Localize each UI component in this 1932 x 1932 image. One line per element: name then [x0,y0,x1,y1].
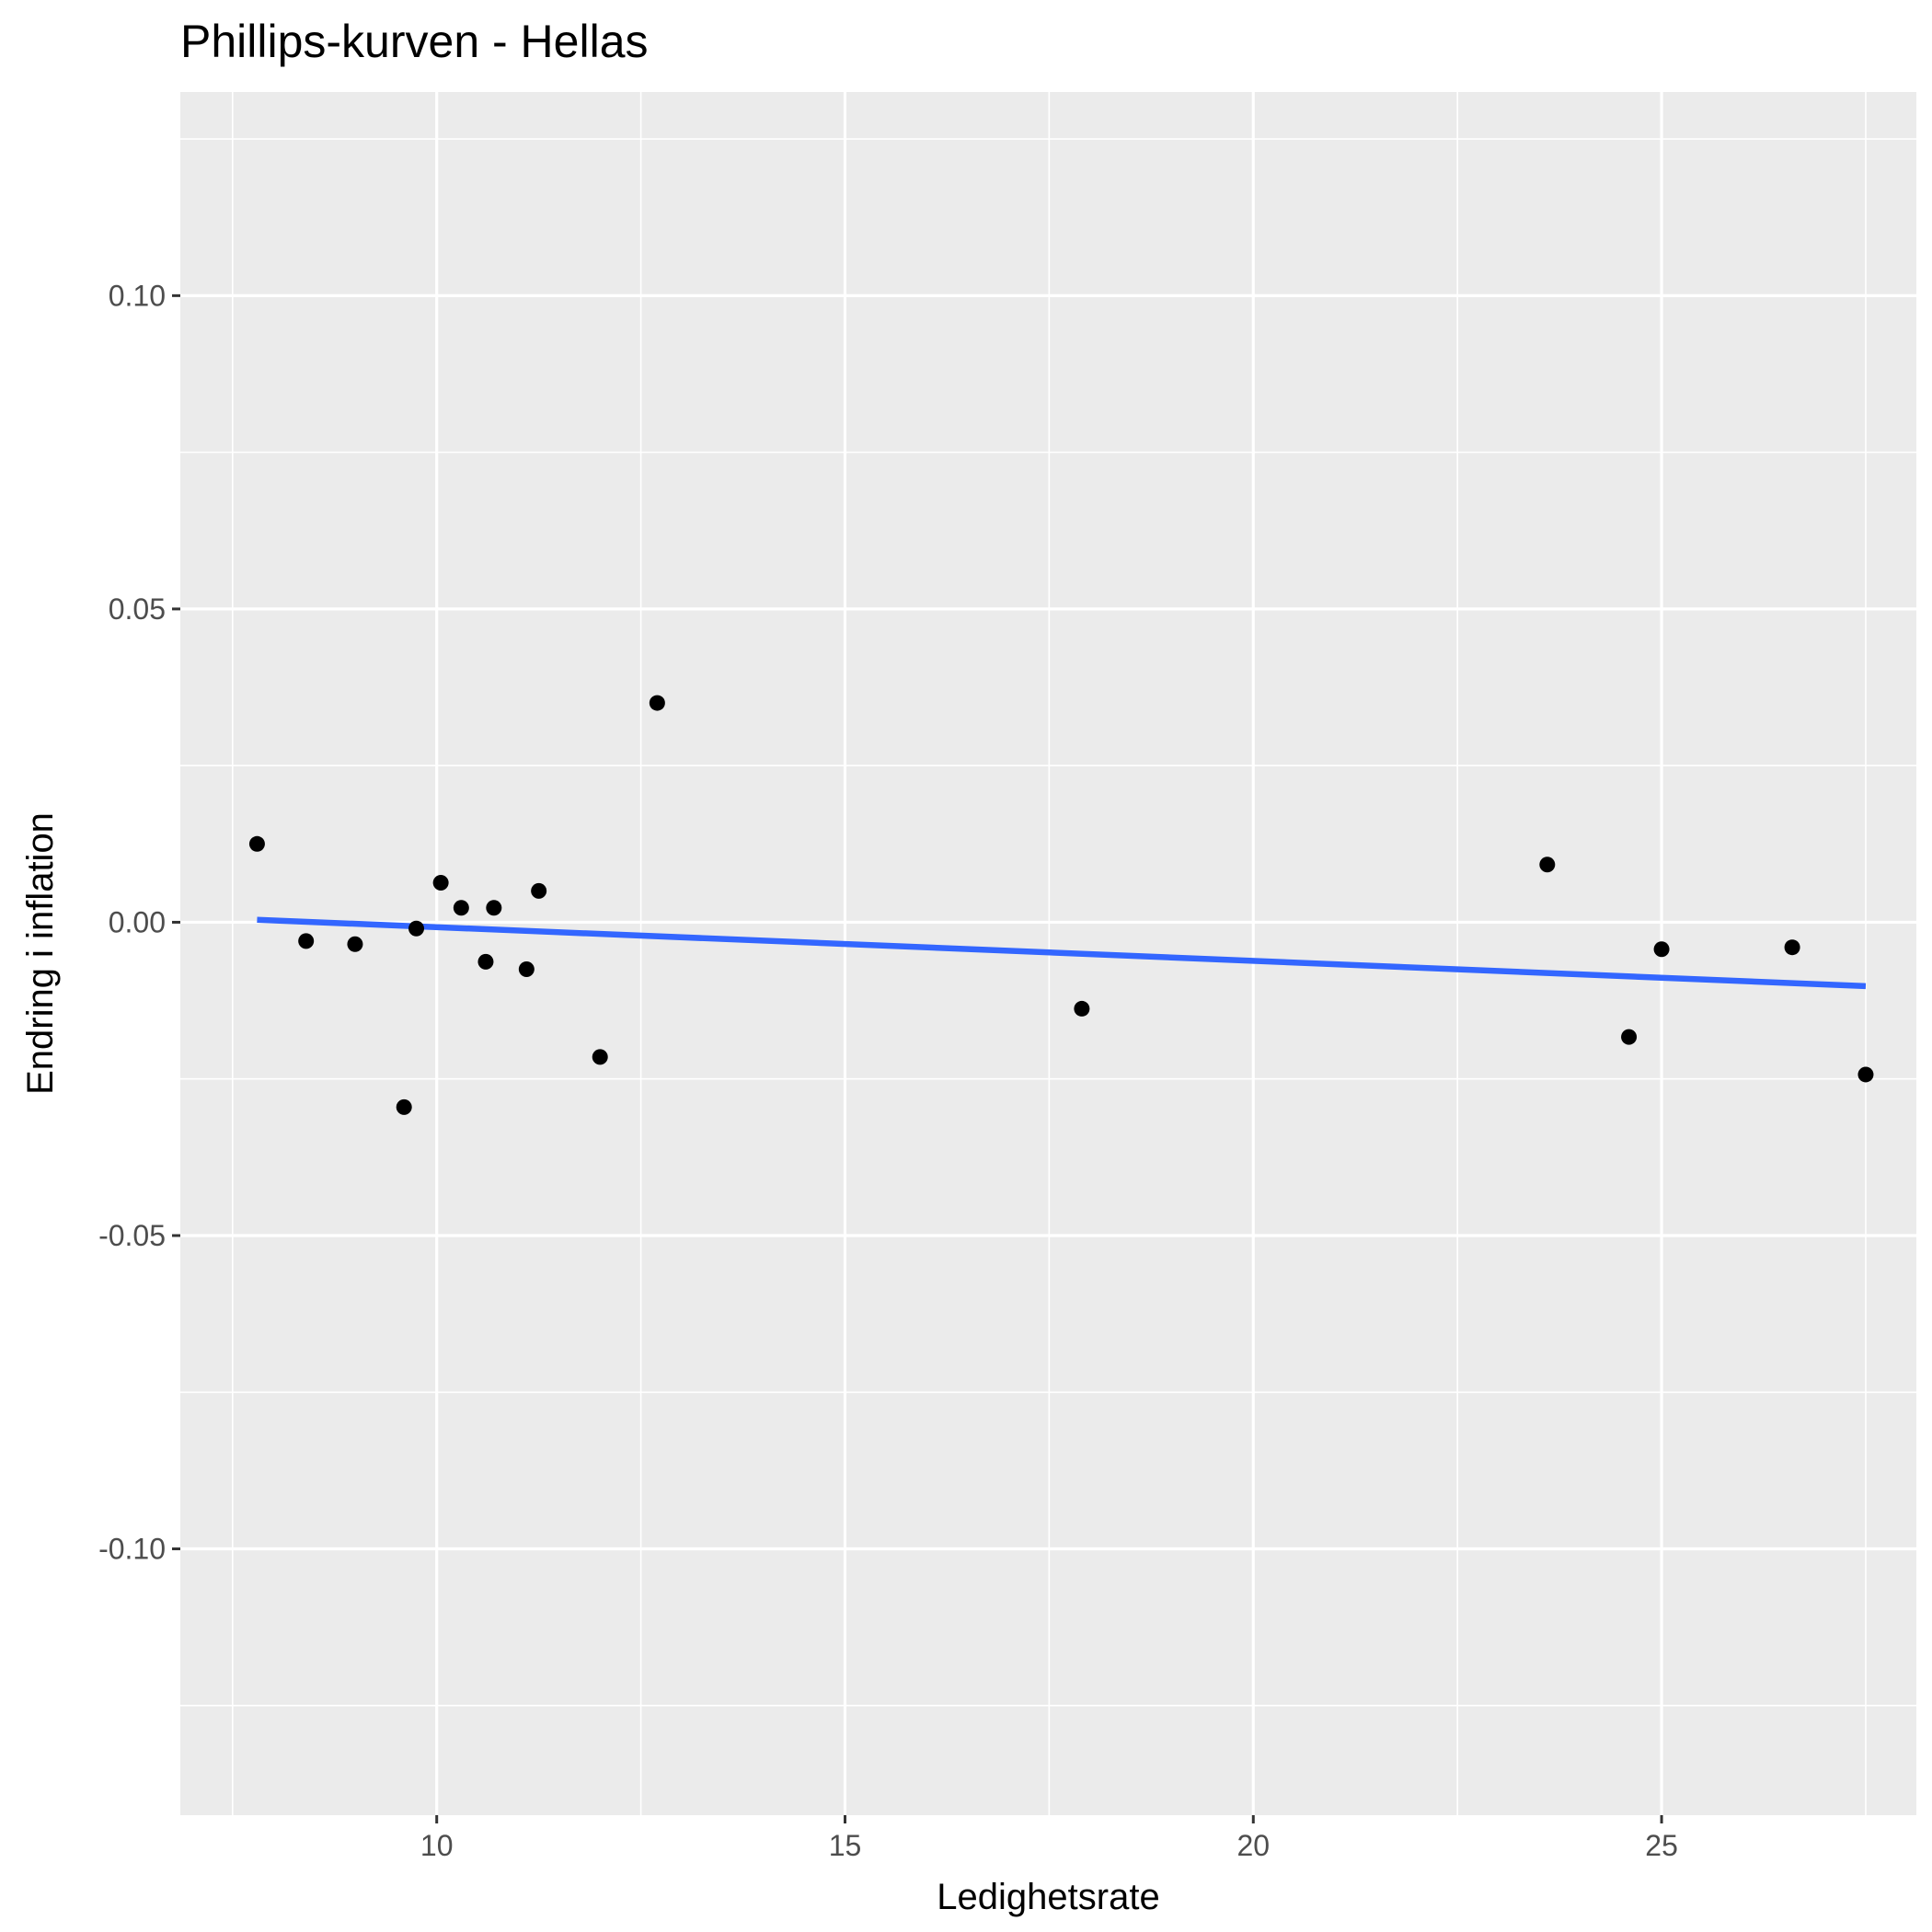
trend-line [257,916,1867,990]
data-point [1539,857,1556,873]
data-point [298,933,315,949]
y-axis: -0.10 -0.05 0.00 0.05 0.10 [98,279,180,1566]
data-point [396,1098,412,1115]
data-point [1857,1066,1874,1083]
x-tick-label: 10 [420,1829,454,1862]
data-point [453,900,469,916]
y-tick-label: 0.00 [109,905,166,938]
data-point [486,900,502,916]
data-point [531,882,547,899]
data-point [1074,1000,1090,1017]
data-point [1653,941,1670,958]
data-point [432,875,449,891]
data-point [1784,939,1800,956]
x-tick-label: 25 [1645,1829,1678,1862]
y-tick-label: 0.10 [109,279,166,312]
data-point [408,920,425,937]
y-axis-title: Endring i inflation [20,812,61,1095]
data-point [518,961,535,978]
x-tick-label: 15 [829,1829,862,1862]
data-point [592,1049,608,1065]
points-layer [248,695,1874,1115]
y-tick-label: -0.10 [98,1533,166,1566]
chart-title: Phillips-kurven - Hellas [180,16,649,67]
data-point [248,835,265,852]
y-tick-label: 0.05 [109,592,166,626]
x-axis: 10 15 20 25 [420,1815,1678,1862]
x-tick-label: 20 [1236,1829,1270,1862]
y-tick-label: -0.05 [98,1219,166,1252]
data-point [347,936,363,952]
major-gridlines [180,92,1916,1815]
data-point [1621,1029,1638,1045]
x-axis-title: Ledighetsrate [937,1877,1159,1917]
trend-layer [257,916,1867,990]
data-point [649,695,665,711]
data-point [477,953,494,970]
